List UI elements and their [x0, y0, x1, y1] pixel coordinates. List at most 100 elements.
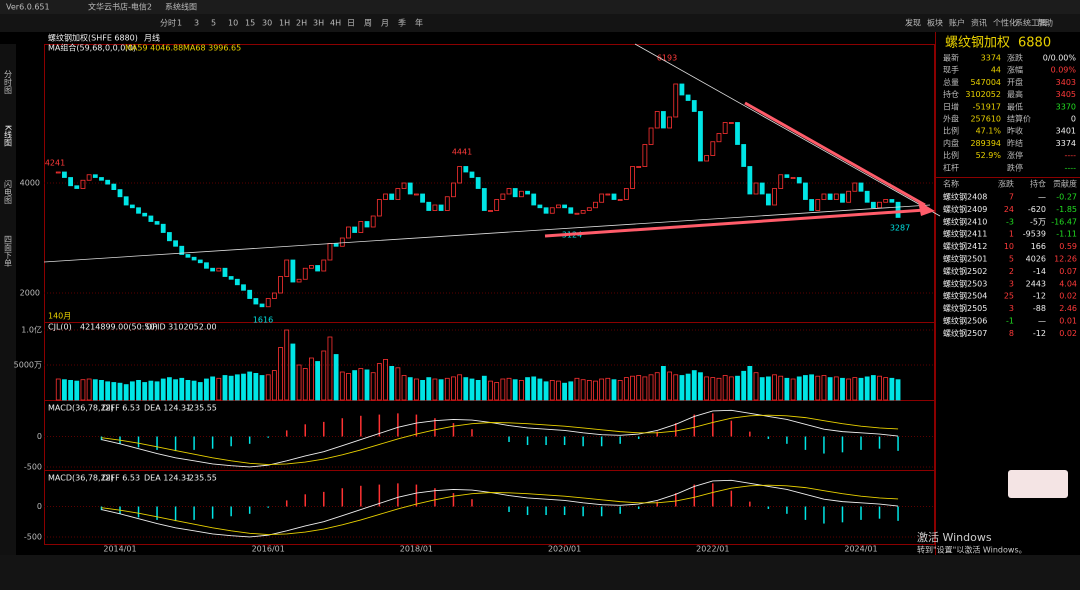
candle	[55, 171, 61, 174]
quote-value: 257610	[970, 115, 1001, 124]
volume-bar	[469, 378, 475, 401]
period-button[interactable]: 周	[364, 19, 372, 28]
candle	[210, 267, 216, 272]
candle	[265, 298, 271, 308]
candle	[790, 177, 796, 179]
candle	[346, 226, 351, 239]
menu-item[interactable]: 板块	[927, 18, 943, 28]
quote-value: 0/0.00%	[1043, 54, 1077, 63]
candle	[599, 193, 605, 203]
macd-legend: DEA 124.31	[144, 474, 191, 483]
list-cell[interactable]: 螺纹钢2410	[943, 216, 987, 226]
volume-bar	[117, 382, 123, 401]
volume-bar	[204, 378, 209, 401]
menu-item[interactable]: 系统工具	[1015, 18, 1047, 28]
menu-title[interactable]: 系统线图	[165, 2, 197, 12]
candle	[815, 199, 821, 211]
candle	[148, 215, 154, 222]
volume-bar	[611, 379, 617, 401]
list-cell[interactable]: 螺纹钢2506	[943, 316, 987, 326]
candle	[568, 207, 574, 214]
volume-bar	[599, 378, 605, 401]
candle	[735, 122, 740, 145]
volume-bar	[673, 374, 679, 401]
side-tab[interactable]: K线图	[4, 125, 13, 147]
candle	[234, 278, 240, 286]
list-cell: -0.27	[1056, 193, 1077, 202]
side-tab[interactable]: 分时图	[4, 70, 13, 95]
volume-bar	[389, 365, 395, 401]
period-button[interactable]: 日	[347, 19, 355, 28]
volume-bar	[728, 376, 734, 401]
menu-item[interactable]: 发现	[905, 18, 921, 28]
menu-item[interactable]: 账户	[949, 18, 965, 28]
list-cell[interactable]: 螺纹钢2507	[943, 328, 987, 338]
candle	[376, 199, 382, 217]
list-cell[interactable]: 螺纹钢2505	[943, 303, 987, 313]
period-button[interactable]: 分时	[160, 18, 176, 28]
candle	[339, 237, 345, 247]
dea-line	[101, 414, 899, 465]
side-tab[interactable]: 闪电图	[4, 180, 13, 205]
candle	[444, 196, 450, 211]
volume-bar	[500, 378, 506, 401]
list-cell: 3	[1009, 279, 1014, 288]
period-button[interactable]: 4H	[330, 19, 341, 28]
volume-bar	[321, 350, 327, 401]
period-button[interactable]: 5	[211, 19, 216, 28]
quote-label: 比例	[943, 126, 959, 136]
candle	[698, 111, 703, 162]
candle	[432, 204, 438, 211]
volume-bar	[383, 358, 388, 401]
candle	[481, 188, 487, 211]
candle	[895, 201, 901, 218]
period-button[interactable]: 3H	[313, 19, 324, 28]
volume-bar	[309, 357, 314, 401]
period-button[interactable]: 年	[415, 18, 423, 28]
menu-item[interactable]: 帮助	[1037, 18, 1053, 28]
period-button[interactable]: 10	[228, 19, 238, 28]
candle	[123, 196, 129, 206]
volume-bar	[352, 370, 358, 401]
candle	[574, 212, 580, 215]
period-button[interactable]: 15	[245, 19, 255, 28]
candle	[321, 259, 327, 272]
widget[interactable]	[1008, 470, 1068, 498]
volume-bar	[778, 375, 784, 401]
list-cell[interactable]: 螺纹钢2408	[943, 192, 987, 202]
candle	[630, 166, 635, 189]
volume-bar	[864, 376, 870, 401]
list-cell[interactable]: 螺纹钢2411	[943, 229, 987, 239]
volume-bar	[580, 379, 586, 401]
quote-value: 3370	[1056, 102, 1076, 111]
menu-item[interactable]: 个性化	[993, 18, 1017, 28]
volume-bar	[228, 375, 234, 401]
period-button[interactable]: 月	[381, 19, 389, 28]
volume-bar	[840, 377, 845, 401]
period-button[interactable]: 3	[194, 19, 199, 28]
list-cell[interactable]: 螺纹钢2502	[943, 266, 987, 276]
volume-bar	[593, 380, 598, 401]
candle	[173, 240, 178, 247]
period-button[interactable]: 1H	[279, 19, 290, 28]
period-button[interactable]: 2H	[296, 19, 307, 28]
list-cell[interactable]: 螺纹钢2409	[943, 204, 987, 214]
list-cell[interactable]: 螺纹钢2412	[943, 241, 987, 251]
period[interactable]: 月线	[144, 33, 160, 43]
list-cell[interactable]: 螺纹钢2504	[943, 291, 987, 301]
arrow-head	[918, 201, 935, 216]
list-cell[interactable]: 螺纹钢2503	[943, 278, 987, 288]
period-button[interactable]: 季	[398, 18, 406, 28]
period-button[interactable]: 1	[177, 19, 182, 28]
quote-label: 日增	[943, 101, 959, 111]
y-tick-label: -500	[24, 462, 42, 471]
period-button[interactable]: 30	[262, 19, 272, 28]
volume-bar	[679, 375, 685, 401]
quote-code: 6880	[1018, 36, 1051, 51]
list-cell[interactable]: 螺纹钢2501	[943, 254, 987, 264]
volume-bar	[185, 379, 191, 401]
side-tab[interactable]: 四面下单	[4, 235, 13, 268]
volume-bar	[129, 381, 135, 401]
list-cell: 0.02	[1059, 292, 1077, 301]
menu-item[interactable]: 资讯	[971, 18, 987, 28]
